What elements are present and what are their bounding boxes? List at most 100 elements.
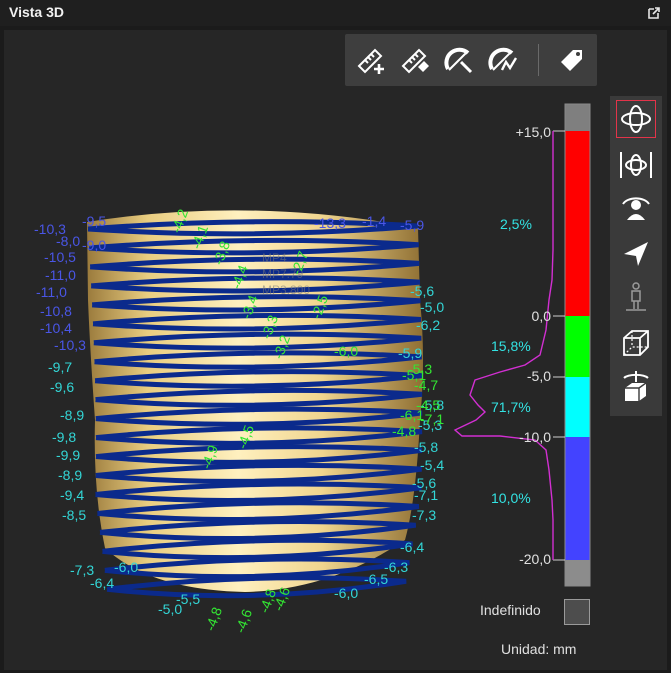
deviation-label-blue: -9,5: [82, 213, 106, 229]
orbit-icon[interactable]: [616, 100, 656, 138]
deviation-label-blue: -10,8: [40, 303, 72, 319]
deviation-label-green: -4,6: [270, 585, 293, 613]
deviation-label-cyan: -9,8: [52, 429, 76, 445]
scale-tick-min: -20,0: [519, 551, 551, 567]
paper-plane-icon[interactable]: [616, 234, 656, 272]
deviation-label-blue-right: -1,4: [362, 213, 386, 229]
deviation-label-green: -2,5: [308, 293, 331, 321]
protractor-graph-icon[interactable]: [485, 42, 521, 78]
scan-ring: [95, 444, 423, 465]
deviation-label-green-right: -4,5: [416, 397, 440, 413]
deviation-label-green-right: -6,0: [334, 343, 358, 359]
person-standing-icon[interactable]: [616, 278, 656, 316]
scan-ring: [94, 369, 423, 389]
deviation-label-blue: -11,0: [45, 267, 76, 283]
deviation-label-green: -4,4: [228, 263, 251, 291]
toolbar-separator: [538, 44, 539, 76]
deviation-label-cyan-right: -6,5: [364, 571, 388, 587]
deviation-label-blue: -10,4: [40, 320, 72, 336]
scan-ring: [102, 537, 413, 561]
scan-ring: [95, 481, 422, 503]
deviation-label-green-right: -5,3: [408, 361, 432, 377]
scale-tick-max: +15,0: [515, 124, 551, 140]
deviation-label-cyan-right: -5,6: [412, 475, 436, 491]
deviation-label-cyan: -9,4: [60, 487, 84, 503]
scan-ring: [87, 219, 419, 237]
color-segment-4: [565, 437, 590, 560]
deviation-label-green-right: -4,8: [392, 423, 416, 439]
deviation-label-cyan: -8,9: [58, 467, 82, 483]
scan-ring: [93, 331, 422, 351]
color-bar-frame: [564, 103, 591, 587]
ruler-eraser-icon[interactable]: [397, 42, 433, 78]
tag-icon[interactable]: [553, 42, 589, 78]
deviation-label-cyan: -9,6: [50, 379, 74, 395]
protractor-icon[interactable]: [441, 42, 477, 78]
undefined-color-swatch[interactable]: [564, 599, 590, 625]
color-segment-5: [565, 560, 590, 586]
scale-percent-red: 2,5%: [500, 216, 532, 232]
scan-ring: [89, 256, 420, 275]
orbit-horizontal-icon[interactable]: [616, 146, 656, 184]
deviation-label-green: -3,8: [210, 239, 233, 267]
deviation-label-green: -2,7: [288, 249, 311, 277]
deviation-label-blue: -11,0: [36, 284, 67, 300]
scan-ring: [95, 387, 423, 408]
deviation-label-cyan-right: -7,1: [414, 487, 438, 503]
scan-ring: [94, 350, 422, 370]
deviation-label-cyan-right: -5,8: [420, 397, 444, 413]
cube-rotate-icon[interactable]: [616, 368, 656, 406]
deviation-label-blue-right: -5,9: [400, 217, 424, 233]
deviation-label-cyan-right: -5,9: [398, 345, 422, 361]
ruler-plus-icon[interactable]: [353, 42, 389, 78]
deviation-label-blue: -9,0: [82, 237, 106, 253]
deviation-label-cyan-right: -7,3: [412, 507, 436, 523]
deviation-label-green: -4,8: [202, 605, 225, 633]
deviation-label-green-right: -7,1: [420, 411, 444, 427]
scale-tick-minus5: -5,0: [526, 368, 551, 384]
deviation-label-green: -4,8: [256, 587, 279, 615]
cube-icon[interactable]: [616, 324, 656, 362]
deviation-label-cyan: -6,0: [114, 559, 138, 575]
person-rotate-icon[interactable]: [616, 190, 656, 228]
scan-ring: [104, 556, 410, 580]
scan-ring: [95, 462, 422, 484]
deviation-label-cyan-right: -6,4: [400, 539, 424, 555]
deviation-label-green: -3,4: [238, 293, 261, 321]
deviation-label-cyan-right: -6,3: [384, 559, 408, 575]
deviation-label-green: -4,9: [198, 443, 221, 471]
deviation-label-green: -3,3: [258, 313, 281, 341]
deviation-label-cyan-right: -6,2: [416, 317, 440, 333]
scale-tick-minus10: -10,0: [519, 429, 551, 445]
undefined-label: Indefinido: [480, 602, 541, 618]
deviation-label-green-right: -5,1: [402, 367, 426, 383]
color-segment-3: [565, 377, 590, 437]
scan-ring: [106, 575, 407, 599]
deviation-histogram: [453, 131, 554, 560]
deviation-label-cyan: -8,9: [60, 407, 84, 423]
deviation-label-green-right: -6,1: [400, 407, 424, 423]
measurement-toolbar: [345, 34, 597, 86]
deviation-label-green-right: -4,7: [414, 377, 438, 393]
deviation-label-green: -3,2: [270, 333, 293, 361]
scale-percent-cyan: 71,7%: [491, 399, 531, 415]
scan-ring: [99, 519, 417, 542]
scan-ring: [90, 275, 421, 294]
deviation-label-blue: -10,3: [34, 221, 66, 237]
deviation-label-blue: -10,5: [44, 249, 76, 265]
deviation-label-cyan-right: -5,4: [420, 457, 444, 473]
model-watermark: MP7.79: [262, 267, 304, 281]
scale-tick-zero: 0,0: [531, 308, 551, 324]
deviation-label-cyan-right: -5,8: [414, 439, 438, 455]
deviation-label-cyan-right: -5,0: [420, 299, 444, 315]
deviation-label-blue: -10,3: [54, 337, 86, 353]
deviation-label-green: -4,2: [168, 207, 191, 235]
deviation-label-cyan-right: -5,6: [410, 283, 434, 299]
deviation-label-green: -4,6: [232, 607, 255, 635]
color-segment-2: [565, 316, 590, 377]
model-watermark: MP3.800: [262, 283, 310, 297]
popout-icon[interactable]: [647, 6, 661, 20]
model-watermark: MP4: [262, 251, 287, 265]
